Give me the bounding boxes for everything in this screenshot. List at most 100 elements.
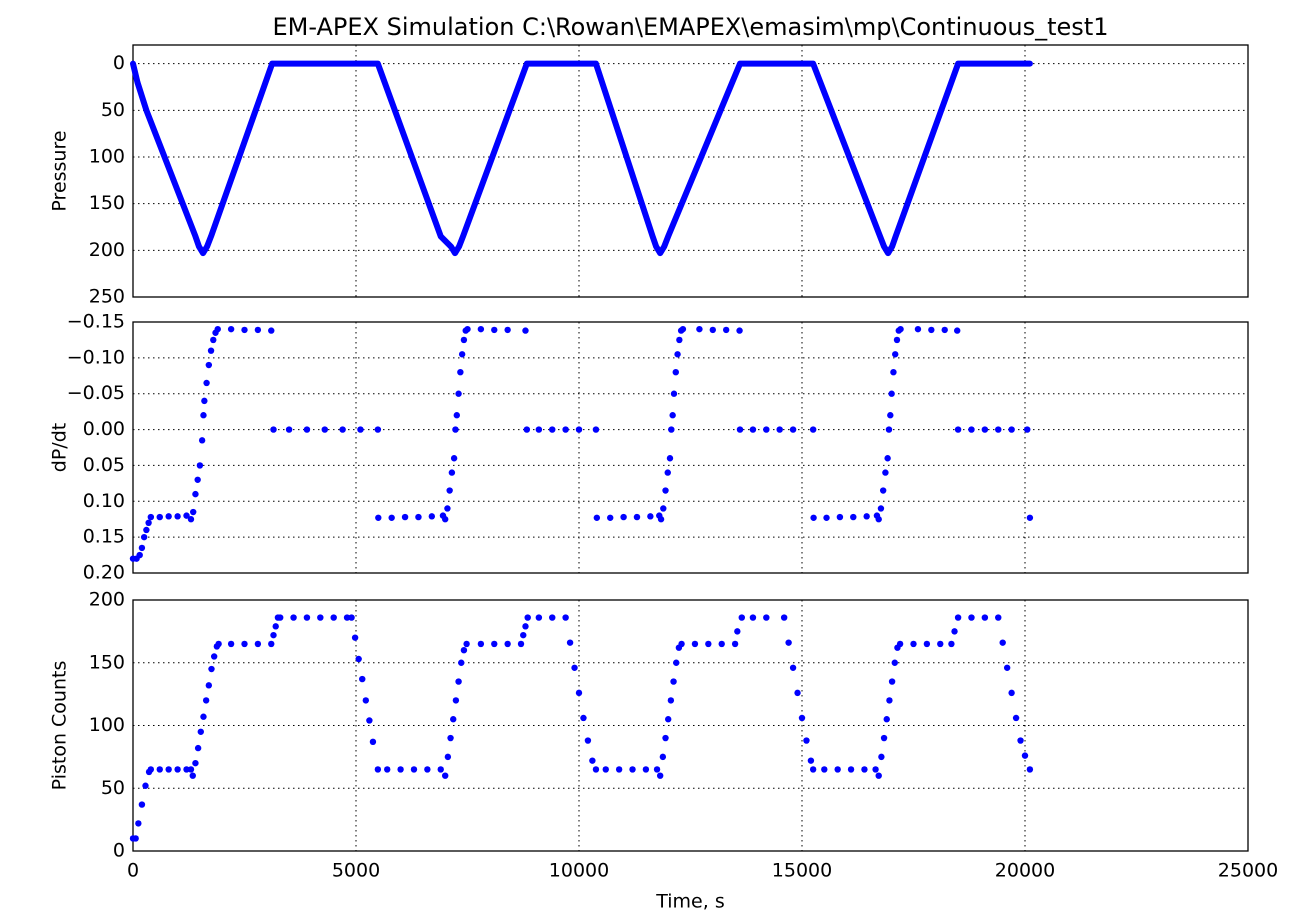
data-point <box>662 734 669 742</box>
data-point <box>666 455 674 462</box>
data-point <box>140 533 148 541</box>
data-point <box>535 426 543 433</box>
data-point <box>401 513 409 521</box>
data-point <box>491 326 498 334</box>
data-point <box>1026 766 1034 773</box>
data-point <box>491 640 498 648</box>
data-point <box>437 766 444 773</box>
data-point <box>880 734 888 742</box>
data-point <box>351 634 359 641</box>
data-point <box>194 744 202 752</box>
data-point <box>566 639 574 646</box>
data-point <box>810 514 817 521</box>
data-point <box>156 766 163 773</box>
data-point <box>138 544 146 552</box>
data-point <box>896 640 904 648</box>
data-point <box>914 325 922 333</box>
x-tick-label: 15000 <box>772 860 832 882</box>
y-tick-label: 0.15 <box>83 526 125 548</box>
data-point <box>183 766 190 773</box>
data-point <box>187 516 195 523</box>
x-axis-label: Time, s <box>655 891 724 913</box>
data-point <box>1024 426 1031 433</box>
data-point <box>923 640 931 648</box>
data-point <box>562 614 569 621</box>
data-point <box>145 519 152 526</box>
data-point <box>669 412 676 419</box>
data-point <box>863 513 870 520</box>
data-point <box>135 820 142 827</box>
data-point <box>460 647 468 654</box>
data-point <box>861 766 868 773</box>
data-point <box>343 614 351 621</box>
y-axis-label: dP/dt <box>49 423 71 472</box>
x-tick-label: 0 <box>127 860 139 882</box>
data-point <box>187 766 195 773</box>
data-point <box>809 766 817 773</box>
data-point <box>884 455 891 462</box>
data-point <box>142 782 149 789</box>
data-point <box>450 716 457 723</box>
data-point <box>442 516 449 523</box>
data-point <box>549 614 556 621</box>
data-point <box>374 766 382 773</box>
data-point <box>836 513 844 521</box>
data-point <box>821 766 828 773</box>
data-point <box>653 766 661 773</box>
axes-frame <box>132 321 1249 574</box>
data-point <box>200 412 207 419</box>
data-point <box>948 640 955 648</box>
data-point <box>384 766 391 773</box>
data-point <box>734 628 741 635</box>
data-point <box>850 513 857 521</box>
data-point <box>192 759 199 767</box>
y-tick-label: 250 <box>89 286 125 308</box>
data-point <box>270 631 277 639</box>
data-point <box>584 737 592 744</box>
data-point <box>736 327 743 334</box>
data-point <box>359 675 366 683</box>
data-point <box>197 728 204 735</box>
data-point <box>928 326 935 334</box>
data-point <box>562 426 569 433</box>
data-point <box>210 336 217 344</box>
data-point <box>954 426 962 433</box>
data-point <box>397 766 404 773</box>
y-tick-label: 50 <box>101 99 125 121</box>
data-point <box>522 623 529 630</box>
data-point <box>268 327 275 334</box>
data-point <box>268 640 275 648</box>
data-point <box>803 737 810 744</box>
data-point <box>981 426 989 433</box>
data-point <box>460 336 468 344</box>
data-point <box>722 326 730 334</box>
data-point <box>464 325 471 333</box>
data-point <box>388 514 395 521</box>
data-point <box>270 426 277 433</box>
data-point <box>678 640 685 648</box>
data-point <box>879 487 887 494</box>
data-point <box>447 734 454 742</box>
data-point <box>254 640 262 648</box>
data-point <box>659 753 667 761</box>
data-point <box>339 426 346 433</box>
data-point <box>981 614 989 621</box>
data-point <box>517 640 525 648</box>
y-tick-label: 0.05 <box>83 454 125 476</box>
data-point <box>780 614 788 621</box>
y-axis-label: Piston Counts <box>49 661 71 791</box>
data-point <box>453 412 460 419</box>
y-tick-label: 150 <box>89 192 125 214</box>
data-point <box>592 766 600 773</box>
data-point <box>575 426 583 433</box>
y-tick-label: 200 <box>89 239 125 261</box>
data-point <box>883 716 890 723</box>
data-point <box>227 325 235 333</box>
data-point <box>789 664 797 671</box>
data-point <box>731 640 739 648</box>
data-point <box>999 639 1006 646</box>
data-point <box>885 426 893 433</box>
data-point <box>241 640 248 648</box>
data-point <box>749 614 757 621</box>
